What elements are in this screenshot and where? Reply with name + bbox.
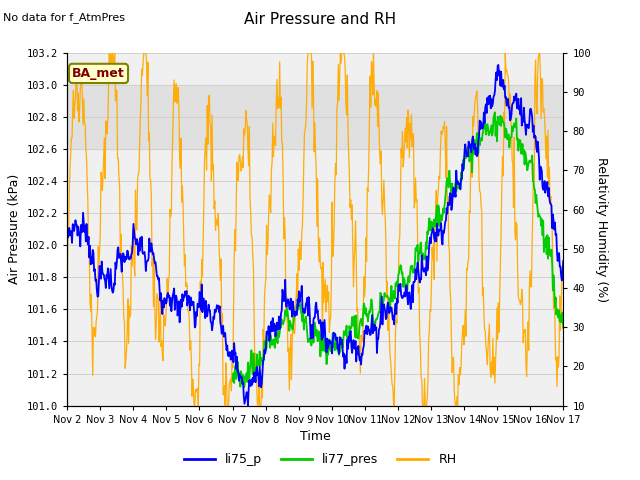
Bar: [67, 85, 563, 149]
Text: No data for f_AtmPres: No data for f_AtmPres: [3, 12, 125, 23]
Legend: li75_p, li77_pres, RH: li75_p, li77_pres, RH: [179, 448, 461, 471]
X-axis label: Time: Time: [300, 430, 331, 443]
Text: Air Pressure and RH: Air Pressure and RH: [244, 12, 396, 27]
Y-axis label: Air Pressure (kPa): Air Pressure (kPa): [8, 174, 21, 284]
Y-axis label: Relativity Humidity (%): Relativity Humidity (%): [595, 156, 607, 302]
Text: BA_met: BA_met: [72, 67, 125, 80]
